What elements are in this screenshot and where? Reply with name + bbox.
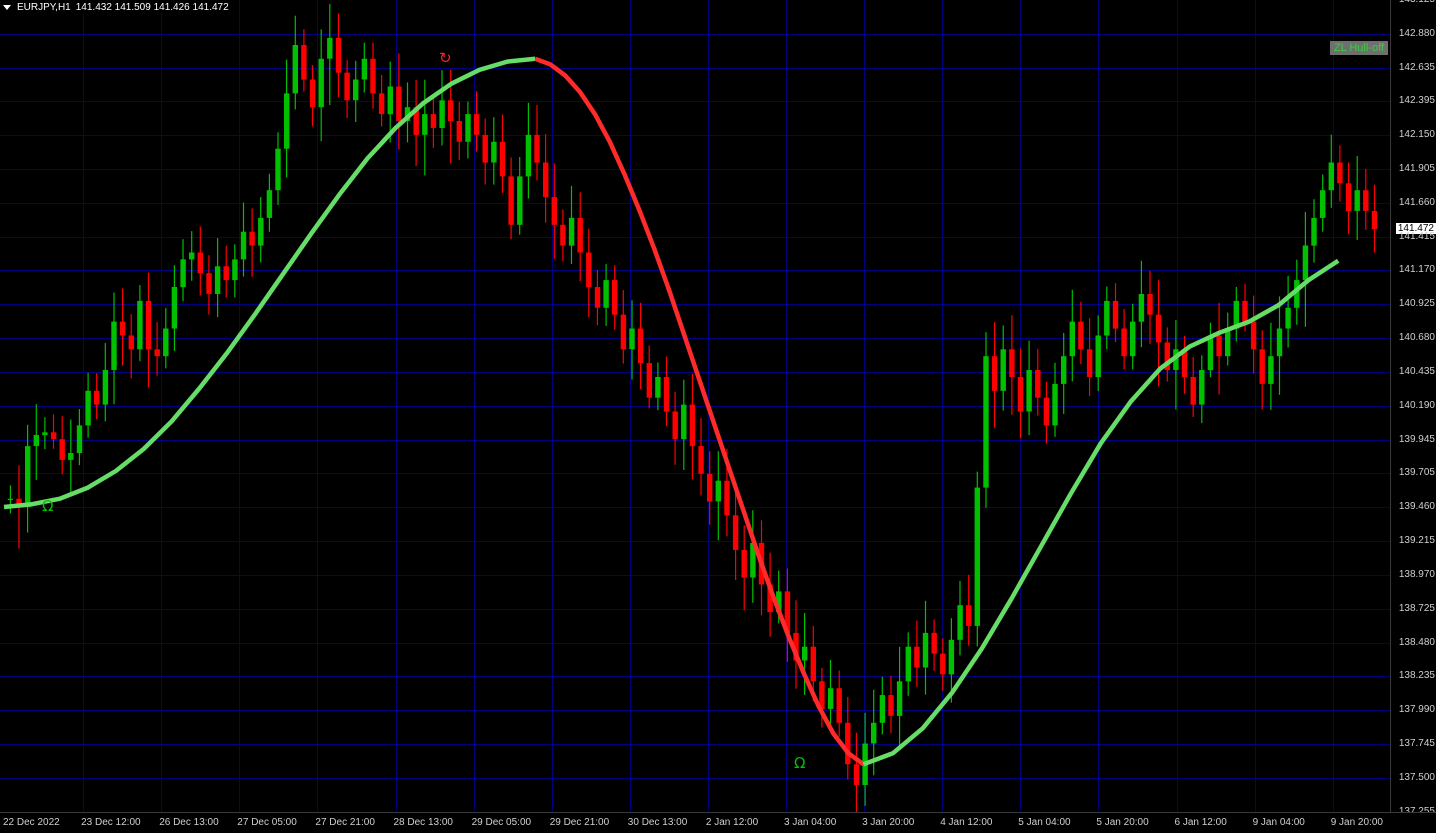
price-tick: 137.255 — [1399, 807, 1435, 817]
sell-signal-marker: ↻ — [439, 48, 452, 67]
price-tick: 137.500 — [1398, 772, 1435, 784]
price-axis[interactable]: 141.472 143.125 142.880 142.635 142.395 142.… — [1390, 0, 1436, 817]
buy-signal-marker: Ω — [42, 496, 54, 515]
buy-signal-marker: Ω — [794, 754, 806, 773]
ohlc-values: 141.432 141.509 141.426 141.472 — [75, 2, 229, 13]
price-tick: 139.945 — [1398, 433, 1435, 445]
price-tick: 139.215 — [1398, 534, 1435, 546]
price-tick: 138.970 — [1398, 568, 1435, 580]
price-tick: 140.680 — [1398, 332, 1435, 344]
candlestick-series — [7, 3, 1378, 812]
time-tick: 9 Jan 20:00 — [1330, 817, 1383, 828]
symbol-label: EURJPY,H1 — [17, 2, 71, 13]
indicator-legend[interactable]: ZL Hull-off — [1329, 41, 1388, 55]
chart-header: EURJPY,H1 141.432 141.509 141.426 141.47… — [0, 0, 233, 14]
price-tick: 141.170 — [1398, 264, 1435, 276]
grid — [0, 0, 1390, 812]
time-tick: 27 Dec 21:00 — [315, 817, 375, 828]
price-tick: 140.435 — [1398, 366, 1435, 378]
chevron-down-icon[interactable] — [3, 5, 11, 10]
last-price-label: 141.472 — [1395, 222, 1436, 234]
time-tick: 29 Dec 21:00 — [549, 817, 610, 828]
price-tick: 139.705 — [1398, 467, 1435, 479]
price-tick: 140.190 — [1398, 400, 1435, 411]
price-tick: 142.635 — [1398, 61, 1435, 73]
time-tick: 26 Dec 13:00 — [159, 817, 219, 828]
price-tick: 143.125 — [1399, 0, 1435, 5]
time-tick: 28 Dec 13:00 — [393, 817, 454, 828]
time-tick: 22 Dec 2022 — [3, 817, 60, 828]
time-tick: 5 Jan 04:00 — [1018, 817, 1071, 828]
time-tick: 2 Jan 12:00 — [705, 817, 759, 828]
hull-moving-average-series — [3, 56, 1340, 767]
time-tick: 4 Jan 12:00 — [940, 817, 993, 828]
price-tick: 138.235 — [1398, 670, 1435, 682]
price-tick: 142.150 — [1398, 128, 1435, 140]
time-tick: 23 Dec 12:00 — [81, 817, 141, 828]
price-tick: 137.990 — [1398, 704, 1435, 716]
time-tick: 29 Dec 05:00 — [471, 817, 532, 828]
price-tick: 141.415 — [1398, 230, 1435, 242]
price-tick: 141.905 — [1398, 162, 1435, 174]
price-tick: 138.480 — [1398, 636, 1435, 648]
price-tick: 141.660 — [1398, 196, 1435, 208]
time-tick: 6 Jan 12:00 — [1174, 817, 1227, 828]
price-tick: 142.880 — [1398, 27, 1435, 39]
time-tick: 30 Dec 13:00 — [627, 817, 688, 828]
plot-area[interactable]: Ω ↻ Ω — [0, 0, 1390, 812]
time-axis[interactable]: 22 Dec 2022 23 Dec 12:00 26 Dec 13:00 27 De… — [0, 812, 1436, 833]
price-tick: 142.395 — [1398, 94, 1435, 106]
time-tick: 9 Jan 04:00 — [1252, 817, 1305, 828]
price-tick: 137.745 — [1398, 738, 1435, 750]
time-tick: 5 Jan 20:00 — [1096, 817, 1149, 828]
price-tick: 140.925 — [1398, 298, 1435, 310]
time-tick: 3 Jan 20:00 — [862, 817, 915, 828]
price-tick: 139.460 — [1398, 500, 1435, 512]
price-tick: 138.725 — [1398, 602, 1435, 614]
time-tick: 3 Jan 04:00 — [784, 817, 837, 828]
time-tick: 27 Dec 05:00 — [237, 817, 297, 828]
